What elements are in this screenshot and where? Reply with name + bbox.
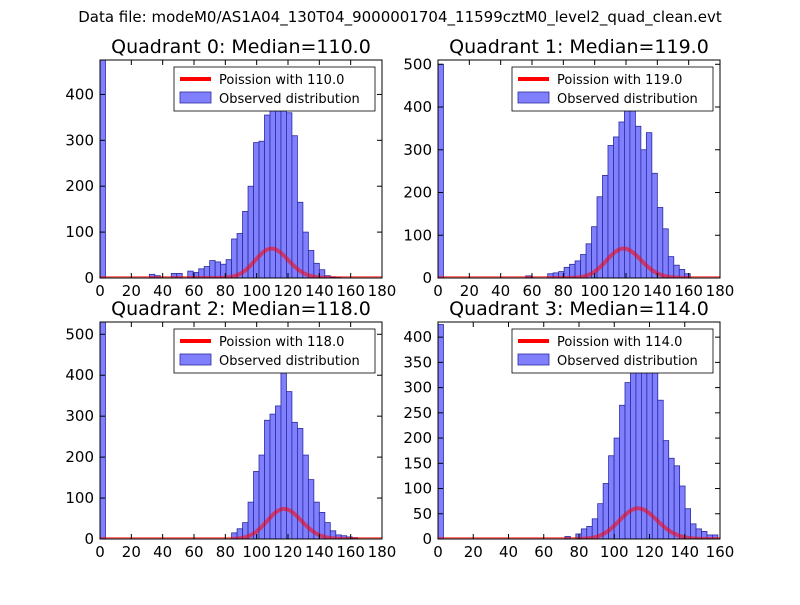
y-tick-label: 300 [403,141,432,159]
histogram-bar [646,133,651,278]
subplot-title: Quadrant 3: Median=114.0 [449,298,709,320]
histogram-bar [669,458,674,539]
histogram-bar [100,60,105,278]
x-tick-label: 20 [122,543,141,561]
histogram-bar [652,370,657,539]
histogram-bar [438,325,443,539]
legend-line-label: Poission with 118.0 [219,335,344,350]
x-tick-label: 100 [600,543,629,561]
histogram-bar [636,355,641,539]
y-tick-label: 400 [403,328,432,346]
histogram-bar [275,406,280,539]
histogram-bar [663,229,668,278]
x-tick-label: 120 [274,543,303,561]
y-tick-label: 100 [403,480,432,498]
histogram-bar [210,261,215,278]
legend-bar-swatch [180,92,211,103]
legend-bar-swatch [518,354,549,365]
x-tick-label: 180 [368,543,397,561]
histogram-bar [657,207,662,278]
y-tick-label: 500 [65,325,94,343]
x-tick-label: 0 [95,282,105,300]
x-tick-label: 160 [336,543,365,561]
legend-bar-label: Observed distribution [219,92,360,107]
histogram-bar [232,239,237,278]
y-tick-label: 350 [403,353,432,371]
y-tick-label: 250 [403,404,432,422]
histogram-bar [680,486,685,539]
histogram-bar [297,202,302,278]
y-tick-label: 0 [422,530,432,548]
y-tick-label: 200 [65,448,94,466]
histogram-bar [613,137,618,278]
histogram-bar [100,322,105,539]
y-tick-label: 300 [65,131,94,149]
histogram-bar [668,257,673,278]
subplot-title: Quadrant 1: Median=119.0 [449,36,709,58]
histogram-bar [286,392,291,539]
histogram-bar [652,173,657,278]
x-tick-label: 160 [706,543,735,561]
y-tick-label: 400 [65,366,94,384]
x-tick-label: 40 [499,543,518,561]
x-tick-label: 140 [305,543,334,561]
y-tick-label: 100 [65,489,94,507]
y-tick-label: 400 [65,85,94,103]
x-tick-label: 120 [635,543,664,561]
legend-bar-swatch [518,92,549,103]
x-tick-label: 140 [670,543,699,561]
histogram-bar [281,371,286,539]
y-tick-label: 100 [403,226,432,244]
histogram-bar [292,422,297,539]
x-tick-label: 60 [184,543,203,561]
histogram-bar [270,414,275,539]
histogram-bar [674,466,679,539]
y-tick-label: 300 [65,407,94,425]
y-tick-label: 300 [403,379,432,397]
y-tick-label: 50 [413,505,432,523]
y-tick-label: 200 [65,177,94,195]
x-tick-label: 0 [95,543,105,561]
x-tick-label: 0 [433,543,443,561]
y-tick-label: 150 [403,454,432,472]
histogram-bar [215,262,220,278]
histogram-bar [265,115,270,278]
y-tick-label: 200 [403,184,432,202]
y-tick-label: 0 [84,269,94,287]
x-tick-label: 40 [153,543,172,561]
x-tick-label: 100 [242,543,271,561]
y-tick-label: 500 [403,55,432,73]
legend-line-label: Poission with 114.0 [557,335,682,350]
x-tick-label: 180 [368,282,397,300]
legend-bar-label: Observed distribution [557,92,698,107]
legend-line-label: Poission with 119.0 [557,73,682,88]
histogram-bar [286,113,291,278]
histogram-bar [658,400,663,539]
figure-title: Data file: modeM0/AS1A04_130T04_90000017… [0,8,800,26]
x-tick-label: 80 [569,543,588,561]
y-tick-label: 0 [84,530,94,548]
legend-bar-label: Observed distribution [557,354,698,369]
legend-line-label: Poission with 110.0 [219,73,344,88]
x-tick-label: 0 [433,282,443,300]
legend-bar-swatch [180,354,211,365]
histogram-bar [685,509,690,539]
x-tick-label: 80 [216,543,235,561]
subplot-title: Quadrant 0: Median=110.0 [111,36,371,58]
x-tick-label: 20 [464,543,483,561]
y-tick-label: 400 [403,98,432,116]
legend-bar-label: Observed distribution [219,354,360,369]
histogram-bar [292,136,297,278]
y-tick-label: 100 [65,223,94,241]
x-tick-label: 180 [706,282,735,300]
histogram-bar [438,64,443,278]
subplot-title: Quadrant 2: Median=118.0 [111,298,371,320]
y-tick-label: 0 [422,269,432,287]
histogram-bar [281,92,286,278]
y-tick-label: 200 [403,429,432,447]
histogram-bar [619,122,624,278]
x-tick-label: 60 [534,543,553,561]
